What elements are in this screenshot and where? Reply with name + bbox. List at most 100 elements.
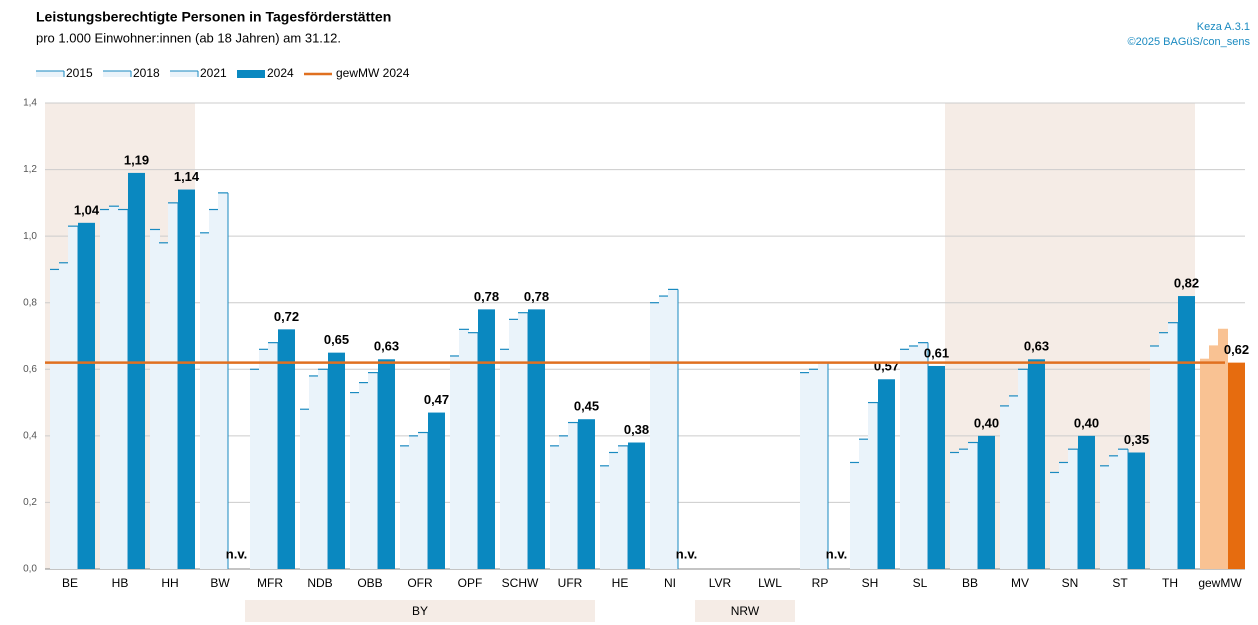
bar: [568, 422, 578, 569]
bar: [1178, 296, 1195, 569]
value-label: 0,40: [974, 415, 999, 430]
chart-subtitle: pro 1.000 Einwohner:innen (ab 18 Jahren)…: [36, 30, 341, 45]
bar: [168, 202, 178, 569]
x-tick-label: HE: [612, 576, 629, 590]
bar: [659, 296, 669, 569]
value-label: n.v.: [676, 546, 697, 561]
bar: [378, 359, 395, 569]
x-tick-label: HB: [112, 576, 129, 590]
x-tick-label: OFR: [407, 576, 433, 590]
chart-title: Leistungsberechtigte Personen in Tagesfö…: [36, 9, 391, 25]
bar: [1109, 455, 1119, 569]
bar: [59, 262, 69, 569]
bar: [668, 289, 678, 569]
bar: [918, 342, 928, 569]
legend-swatch: [170, 71, 198, 77]
x-tick-label: SN: [1062, 576, 1079, 590]
x-tick-label: RP: [812, 576, 829, 590]
legend-swatch: [237, 70, 265, 78]
legend-label: gewMW 2024: [336, 66, 410, 80]
bar: [868, 402, 878, 569]
value-label: 0,57: [874, 359, 899, 374]
y-tick-label: 0,8: [23, 297, 37, 308]
bar: [1159, 332, 1169, 569]
bar: [1000, 405, 1010, 569]
y-tick-label: 0,4: [23, 430, 37, 441]
group-label: BY: [412, 604, 428, 618]
bar: [300, 409, 310, 569]
bar: [800, 372, 810, 569]
bar: [400, 445, 410, 569]
bar: [1050, 472, 1060, 569]
bar: [1100, 465, 1110, 569]
bar: [368, 372, 378, 569]
x-tick-label: ST: [1112, 576, 1128, 590]
group-band: [245, 600, 595, 622]
bar: [128, 172, 145, 569]
bar: [528, 309, 545, 569]
bar: [1018, 369, 1028, 569]
bar: [1078, 435, 1095, 569]
value-label: 1,19: [124, 152, 149, 167]
bar: [878, 379, 895, 569]
x-tick-label: LVR: [709, 576, 732, 590]
bar: [950, 452, 960, 569]
bar: [928, 365, 945, 569]
legend-label: 2024: [267, 66, 294, 80]
bar: [1218, 329, 1228, 569]
bar: [578, 419, 595, 569]
value-label: 0,63: [1024, 339, 1049, 354]
x-tick-label: OBB: [357, 576, 382, 590]
x-tick-label: BW: [210, 576, 230, 590]
bar: [650, 302, 660, 569]
bar: [909, 345, 919, 569]
bar: [1150, 345, 1160, 569]
bar: [250, 369, 260, 569]
value-label: 0,82: [1174, 275, 1199, 290]
legend-label: 2018: [133, 66, 160, 80]
bar: [78, 222, 95, 570]
bar: [178, 189, 195, 570]
bar: [218, 192, 228, 569]
x-tick-label: BB: [962, 576, 978, 590]
bar: [550, 445, 560, 569]
y-tick-label: 0,6: [23, 364, 37, 375]
value-label: n.v.: [226, 546, 247, 561]
bar: [600, 465, 610, 569]
value-label: 0,72: [274, 309, 299, 324]
bar: [478, 309, 495, 569]
bar: [309, 375, 319, 569]
value-label: 0,47: [424, 392, 449, 407]
group-band: [695, 600, 795, 622]
x-tick-label: TH: [1162, 576, 1178, 590]
bar: [278, 329, 295, 569]
bar: [68, 226, 78, 569]
x-tick-label: NI: [664, 576, 676, 590]
group-label: NRW: [731, 604, 760, 618]
value-label: 1,04: [74, 202, 100, 217]
value-label: 1,14: [174, 169, 200, 184]
bar: [859, 439, 869, 569]
value-label: 0,78: [524, 289, 549, 304]
bar: [628, 442, 645, 569]
bar: [518, 312, 528, 569]
x-tick-label: MV: [1011, 576, 1029, 590]
x-tick-label: UFR: [558, 576, 583, 590]
legend-label: 2015: [66, 66, 93, 80]
bar: [328, 352, 345, 569]
bar: [50, 269, 60, 569]
bar: [900, 349, 910, 569]
bar: [1228, 362, 1245, 569]
y-tick-label: 0,2: [23, 497, 37, 508]
bar: [1028, 359, 1045, 569]
legend-swatch: [36, 71, 64, 77]
y-tick-label: 1,0: [23, 231, 37, 242]
bar: [468, 332, 478, 569]
y-tick-label: 1,2: [23, 164, 37, 175]
bar: [1009, 395, 1019, 569]
x-tick-label: HH: [161, 576, 178, 590]
bar: [359, 382, 369, 569]
bar: [1200, 359, 1210, 569]
bar: [118, 209, 128, 569]
